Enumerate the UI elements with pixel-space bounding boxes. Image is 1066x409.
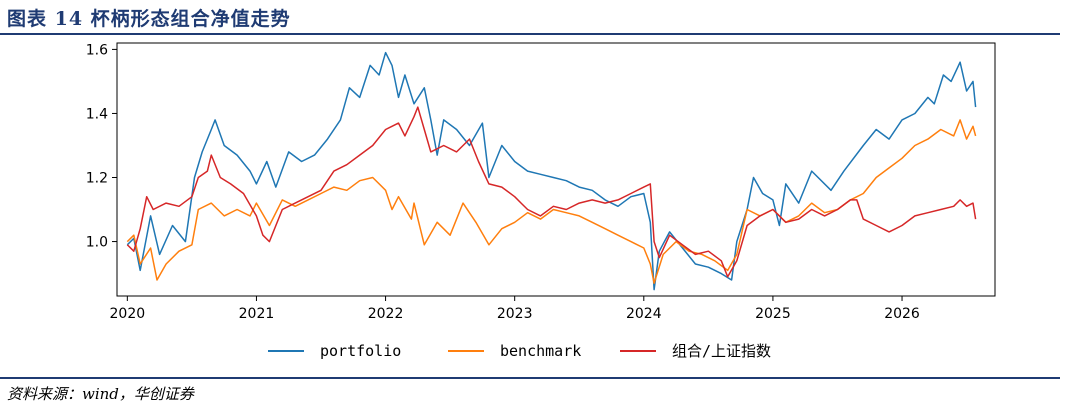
x-tick-label: 2023	[497, 306, 533, 322]
chart-title: 图表 14 杯柄形态组合净值走势	[7, 8, 291, 30]
axis-ticks: 1.0 1.2 1.4 1.6 2020 2021 2022 2023 2024 2025 2026	[86, 42, 920, 322]
title-bar: 图表 14 杯柄形态组合净值走势	[0, 0, 1066, 35]
series-lines	[126, 51, 977, 291]
x-tick-label: 2021	[239, 306, 275, 322]
legend-label-0: portfolio	[320, 342, 401, 360]
plot-frame	[116, 42, 996, 297]
legend-label-2: 组合/上证指数	[672, 342, 771, 360]
y-tick-label: 1.0	[86, 235, 108, 251]
series-line-0	[126, 51, 977, 291]
series-line-2	[126, 106, 977, 278]
y-tick-label: 1.2	[86, 171, 108, 187]
x-tick-label: 2024	[626, 306, 662, 322]
legend: portfolio benchmark 组合/上证指数	[268, 342, 771, 360]
x-tick-label: 2025	[755, 306, 791, 322]
x-tick-label: 2022	[368, 306, 404, 322]
y-tick-label: 1.6	[86, 42, 108, 58]
footer-rule	[0, 377, 1060, 379]
y-tick-label: 1.4	[86, 106, 108, 122]
title-rule	[0, 33, 1060, 35]
x-tick-label: 2020	[110, 306, 146, 322]
source-note: 资料来源：wind，华创证券	[7, 385, 194, 403]
x-tick-label: 2026	[884, 306, 920, 322]
legend-label-1: benchmark	[500, 342, 581, 360]
